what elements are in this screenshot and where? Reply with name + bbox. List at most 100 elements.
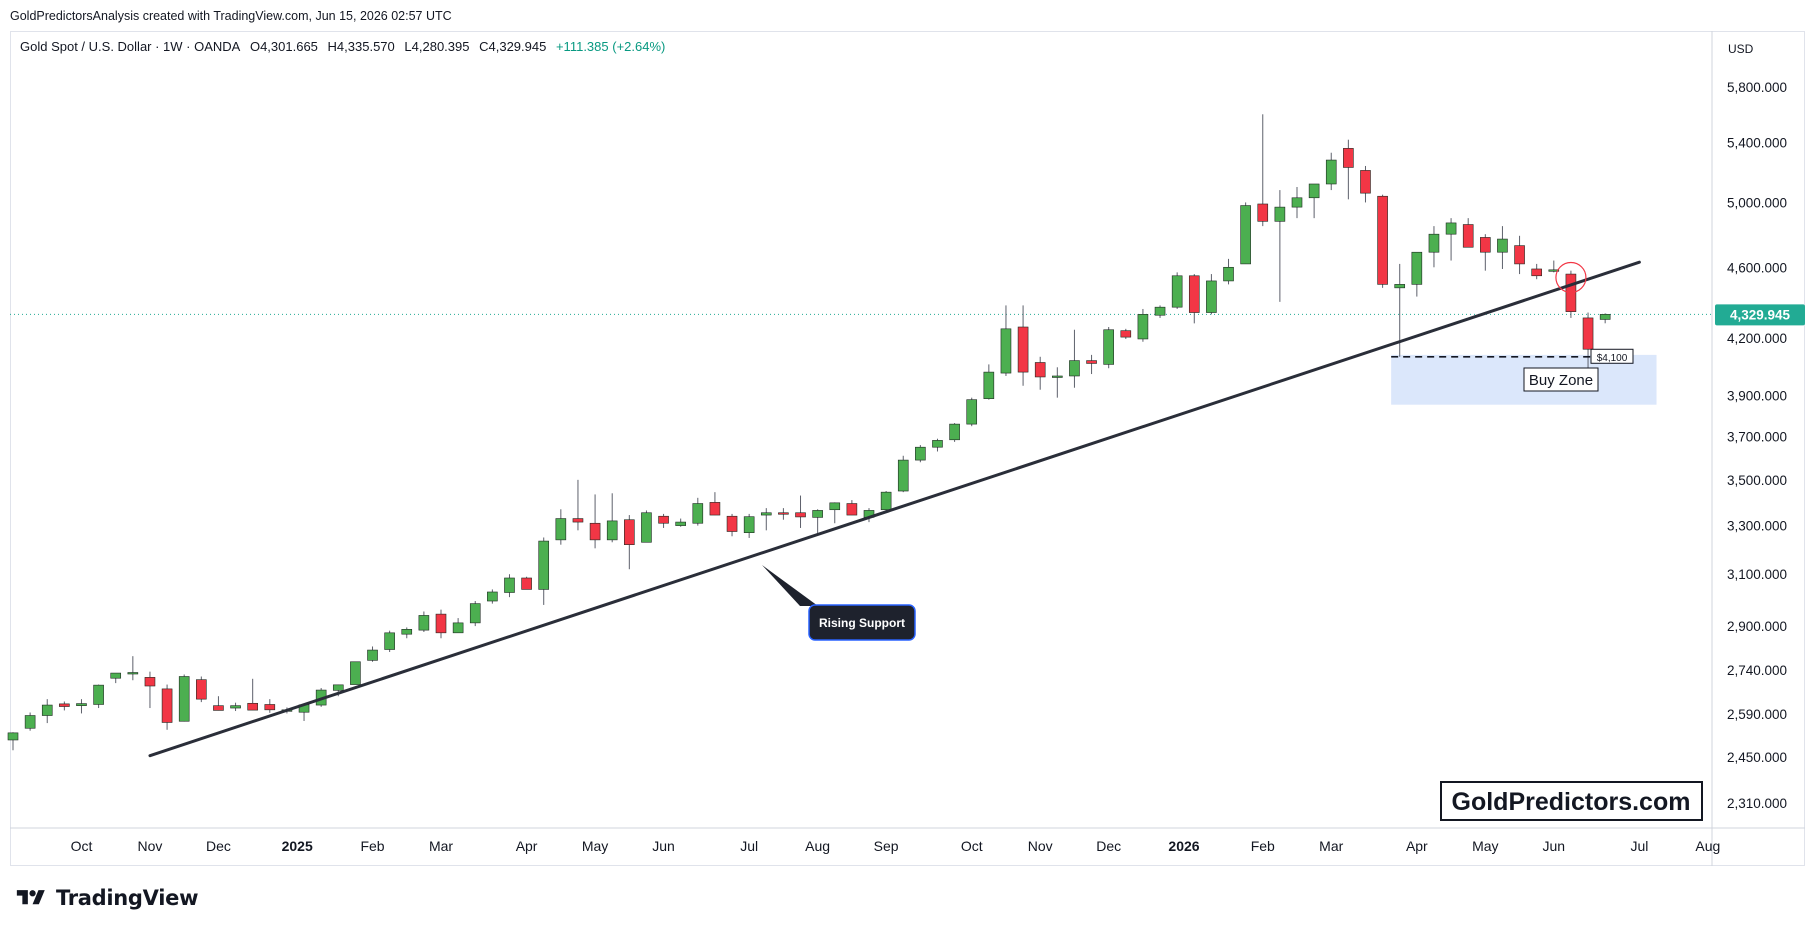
candle-down[interactable] xyxy=(144,677,156,687)
candle-up[interactable] xyxy=(1548,269,1560,272)
candle-up[interactable] xyxy=(1000,328,1012,374)
candle-up[interactable] xyxy=(452,622,464,634)
candle-down[interactable] xyxy=(778,512,789,515)
candle-up[interactable] xyxy=(1274,206,1286,222)
candle-down[interactable] xyxy=(1360,170,1371,194)
candle-up[interactable] xyxy=(1599,314,1611,320)
candle-up[interactable] xyxy=(1497,238,1508,253)
candle-down[interactable] xyxy=(1343,148,1354,168)
candle-down[interactable] xyxy=(1034,362,1046,378)
candle-up[interactable] xyxy=(829,502,841,511)
candle-down[interactable] xyxy=(1257,203,1269,222)
candle-up[interactable] xyxy=(983,371,995,399)
candle-down[interactable] xyxy=(846,503,858,516)
candle-down[interactable] xyxy=(624,519,635,545)
candle-up[interactable] xyxy=(1069,360,1080,377)
candle-up[interactable] xyxy=(1103,329,1114,365)
candle-up[interactable] xyxy=(350,661,361,685)
candle-up[interactable] xyxy=(1154,306,1166,316)
candle-up[interactable] xyxy=(487,591,498,602)
candle-up[interactable] xyxy=(555,518,567,541)
candle-down[interactable] xyxy=(1086,360,1097,364)
candle-up[interactable] xyxy=(880,491,892,511)
candle-up[interactable] xyxy=(384,632,395,650)
candle-down[interactable] xyxy=(59,703,70,707)
candle-down[interactable] xyxy=(1462,224,1474,248)
candle-up[interactable] xyxy=(1206,280,1217,313)
candle-up[interactable] xyxy=(7,732,19,741)
candle-up[interactable] xyxy=(1445,222,1457,235)
candle-up[interactable] xyxy=(675,521,686,526)
candle-up[interactable] xyxy=(367,649,378,661)
candle-up[interactable] xyxy=(897,459,909,492)
candle-up[interactable] xyxy=(606,520,618,541)
candle-down[interactable] xyxy=(1120,330,1132,338)
candle-down[interactable] xyxy=(1188,275,1200,313)
candle-up[interactable] xyxy=(110,672,122,679)
candle-up[interactable] xyxy=(76,703,87,706)
candle-down[interactable] xyxy=(1377,195,1388,285)
candle-up[interactable] xyxy=(1394,284,1406,289)
candle-up[interactable] xyxy=(760,512,772,516)
candle-down[interactable] xyxy=(795,512,806,518)
candle-down[interactable] xyxy=(589,522,601,541)
rising-support-callout[interactable] xyxy=(808,604,916,641)
currency-label[interactable]: USD xyxy=(1728,42,1754,56)
buy-zone-label-box[interactable] xyxy=(1523,367,1599,392)
candle-up[interactable] xyxy=(230,705,241,709)
current-price-tag[interactable] xyxy=(1715,304,1805,326)
candle-up[interactable] xyxy=(93,684,104,705)
candle-up[interactable] xyxy=(915,446,926,461)
candle-down[interactable] xyxy=(247,702,258,711)
candle-down[interactable] xyxy=(213,705,224,711)
candle-down[interactable] xyxy=(435,613,447,634)
candle-up[interactable] xyxy=(1428,233,1440,253)
candle-up[interactable] xyxy=(1171,275,1183,308)
candle-down[interactable] xyxy=(1017,326,1029,373)
tradingview-logo-text: TradingView xyxy=(56,886,199,910)
rising-support-trendline[interactable] xyxy=(148,260,1641,758)
candle-up[interactable] xyxy=(1308,183,1320,199)
candle-down[interactable] xyxy=(521,577,532,590)
candle-up[interactable] xyxy=(1291,197,1303,208)
candle-up[interactable] xyxy=(178,676,190,722)
candle-up[interactable] xyxy=(812,510,823,518)
candle-up[interactable] xyxy=(469,603,481,624)
candle-down[interactable] xyxy=(1531,268,1542,277)
candle-up[interactable] xyxy=(24,715,36,729)
candle-down[interactable] xyxy=(572,518,584,523)
candle-up[interactable] xyxy=(949,423,960,441)
tradingview-logo[interactable]: TradingView xyxy=(12,886,198,910)
candle-up[interactable] xyxy=(1137,314,1149,340)
instrument-label[interactable]: Gold Spot / U.S. Dollar · 1W · OANDA xyxy=(20,39,241,54)
candle-up[interactable] xyxy=(127,672,139,675)
candle-up[interactable] xyxy=(332,684,344,691)
candle-up[interactable] xyxy=(1411,251,1423,285)
candle-up[interactable] xyxy=(932,440,943,448)
candle-up[interactable] xyxy=(538,540,550,590)
candle-down[interactable] xyxy=(1480,237,1491,253)
candle-down[interactable] xyxy=(726,515,738,532)
candle-down[interactable] xyxy=(1514,245,1525,265)
candle-up[interactable] xyxy=(1223,266,1234,282)
candle-up[interactable] xyxy=(1325,159,1337,185)
candle-down[interactable] xyxy=(658,515,669,524)
support-level-box xyxy=(1590,348,1634,364)
candle-up[interactable] xyxy=(966,399,978,425)
candle-down[interactable] xyxy=(1582,317,1594,350)
candle-up[interactable] xyxy=(1240,205,1251,265)
candle-down[interactable] xyxy=(161,688,173,723)
candle-up[interactable] xyxy=(1052,375,1063,378)
candle-up[interactable] xyxy=(743,516,755,534)
candle-down[interactable] xyxy=(196,679,207,700)
candle-down[interactable] xyxy=(264,704,276,711)
candle-up[interactable] xyxy=(504,577,515,593)
candle-down[interactable] xyxy=(709,502,721,516)
candle-up[interactable] xyxy=(641,512,652,543)
candle-up[interactable] xyxy=(692,503,704,524)
candle-up[interactable] xyxy=(401,629,413,635)
candle-up[interactable] xyxy=(41,704,53,716)
candle-up[interactable] xyxy=(418,615,430,631)
time-tick-label: Oct xyxy=(961,838,983,854)
